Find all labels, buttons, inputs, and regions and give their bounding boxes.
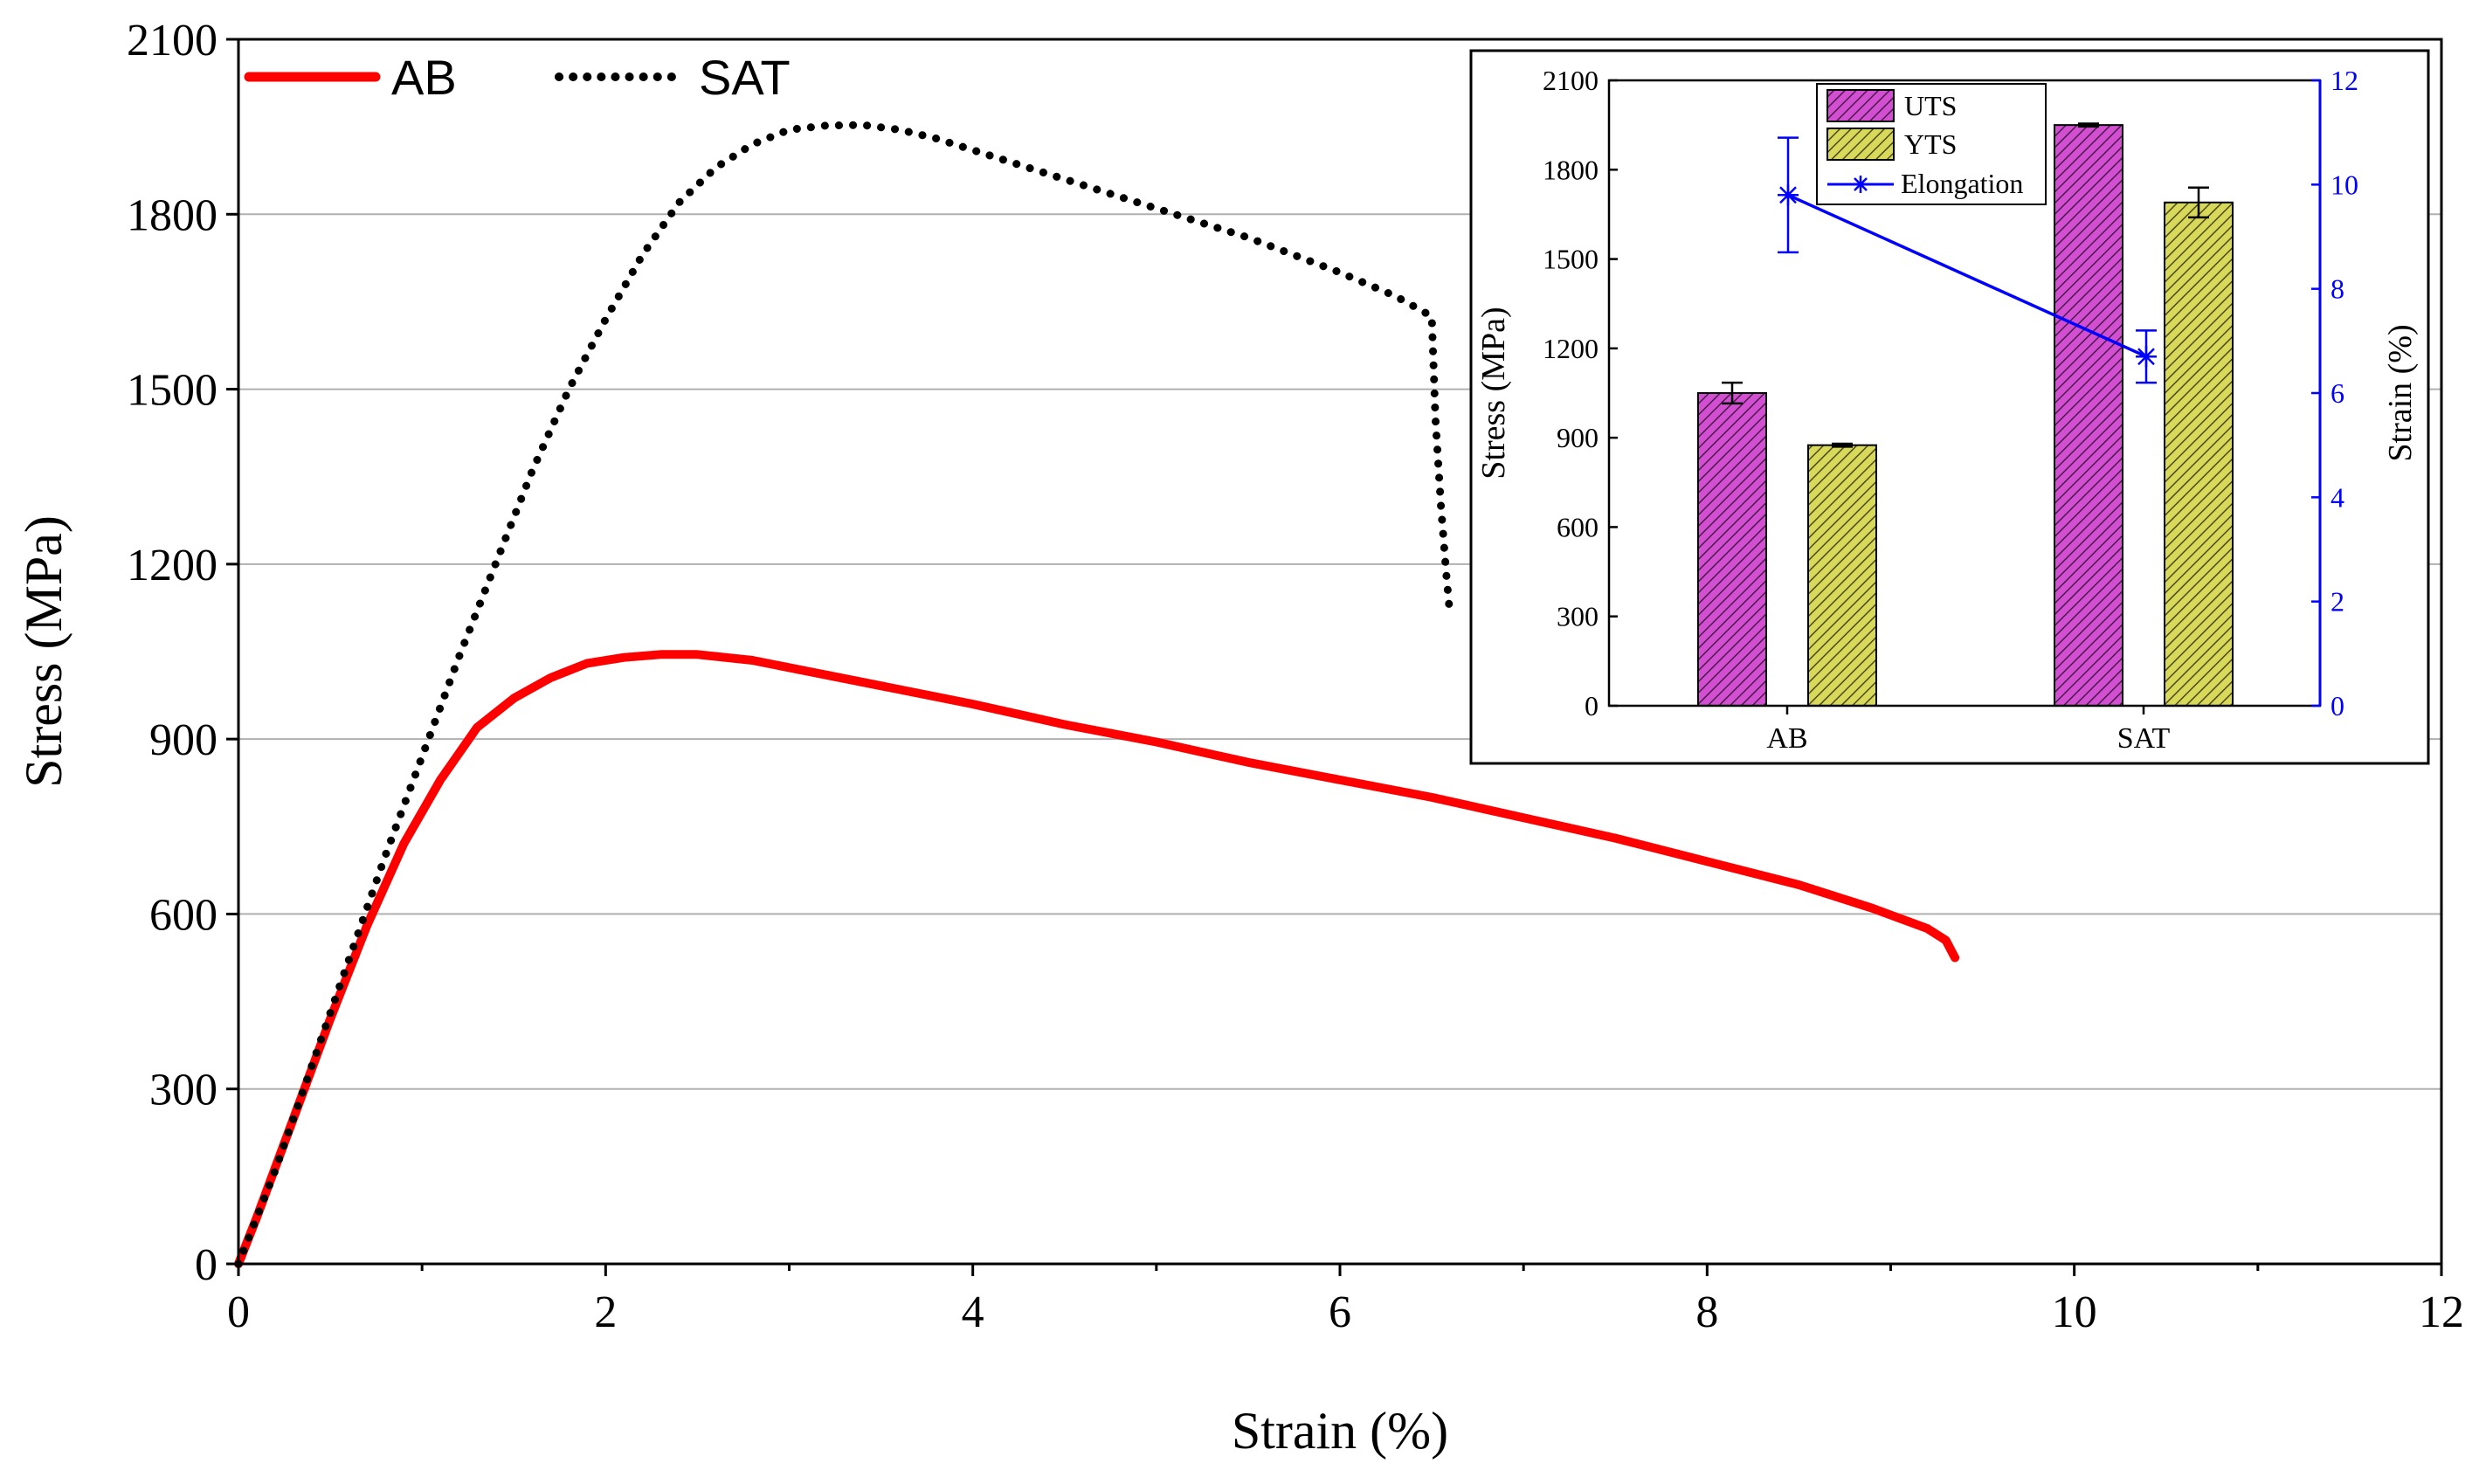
inset-y-tick-label: 900 [1557, 422, 1599, 453]
main-x-tick-label: 6 [1329, 1287, 1351, 1337]
main-y-tick-label: 0 [195, 1240, 218, 1290]
main-y-tick-label: 1800 [127, 190, 218, 240]
inset-y-tick-label: 2100 [1543, 65, 1599, 96]
errorbar-yts-sat [2188, 186, 2209, 219]
bar-yts-ab [1807, 444, 1877, 707]
bar-uts-ab [1697, 392, 1767, 707]
legend-label-sat: SAT [699, 50, 791, 105]
inset-legend-label-yts: YTS [1904, 128, 1957, 160]
inset-y2-tick-label: 8 [2331, 273, 2344, 305]
marker-elongation-sat [2136, 346, 2157, 368]
marker-elongation-ab [1778, 184, 1799, 206]
main-x-tick-label: 10 [2052, 1287, 2097, 1337]
inset-legend-swatch-uts [1826, 89, 1895, 122]
inset-y-axis-title: Stress (MPa) [1475, 307, 1512, 479]
inset-x-tick-label: SAT [2117, 722, 2171, 755]
series-line-ab [234, 650, 1960, 1268]
main-x-tick-label: 4 [962, 1287, 984, 1337]
inset-y-tick-label: 0 [1585, 690, 1599, 721]
inset-y-tick-label: 1500 [1543, 244, 1599, 275]
main-series-layer [234, 121, 1960, 1268]
inset-legend-marker-elongation [1852, 176, 1869, 193]
inset-y2-axis-title: Strain (%) [2382, 324, 2419, 461]
main-x-tick-label: 0 [227, 1287, 250, 1337]
inset-bars-layer [1697, 122, 2234, 707]
main-y-tick-label: 2100 [127, 16, 218, 66]
bar-yts-sat [2164, 201, 2234, 707]
main-y-axis-title: Stress (MPa) [15, 515, 73, 788]
inset-y2-tick-label: 10 [2331, 169, 2358, 200]
inset-x-tick-label: AB [1766, 722, 1807, 755]
errorbar-uts-ab [1722, 381, 1743, 405]
inset-legend-label-uts: UTS [1904, 90, 1957, 121]
main-y-tick-label: 900 [149, 715, 218, 765]
inset-elongation-layer [1778, 136, 2157, 384]
inset-ticks: 0 300 600 900 1200 1500 1800 2100 0 2 4 6 8 10 12 AB SAT [1543, 65, 2358, 755]
inset-y2-tick-label: 2 [2331, 586, 2344, 618]
inset-y2-tick-label: 12 [2331, 65, 2358, 96]
inset-legend-swatch-yts [1826, 128, 1895, 161]
inset-y-tick-label: 600 [1557, 511, 1599, 542]
inset-legend: UTS YTS Elongation [1816, 83, 2047, 205]
main-y-tick-label: 1500 [127, 366, 218, 416]
main-legend: AB SAT [244, 50, 791, 105]
inset-y-tick-label: 1200 [1543, 333, 1599, 364]
main-y-tick-label: 600 [149, 890, 218, 940]
main-x-axis-title: Strain (%) [1232, 1402, 1448, 1460]
inset-y2-tick-label: 4 [2331, 481, 2344, 513]
errorbar-yts-ab [1832, 442, 1853, 448]
main-x-tick-label: 12 [2419, 1287, 2464, 1337]
legend-label-ab: AB [391, 50, 457, 105]
main-y-tick-label: 1200 [127, 541, 218, 590]
inset-y2-tick-label: 0 [2331, 690, 2344, 721]
inset-y-tick-label: 1800 [1543, 154, 1599, 185]
main-x-tick-label: 8 [1695, 1287, 1718, 1337]
series-line-elongation [1787, 193, 2147, 358]
main-x-tick-label: 2 [594, 1287, 617, 1337]
main-gridlines [238, 213, 2441, 1090]
inset-y-tick-label: 300 [1557, 601, 1599, 632]
inset-legend-label-elongation: Elongation [1901, 168, 2023, 199]
inset-y2-tick-label: 6 [2331, 377, 2344, 409]
bar-uts-sat [2054, 124, 2123, 707]
series-line-sat [234, 121, 1454, 1268]
errorbar-uts-sat [2078, 122, 2099, 128]
main-y-tick-label: 300 [149, 1066, 218, 1115]
